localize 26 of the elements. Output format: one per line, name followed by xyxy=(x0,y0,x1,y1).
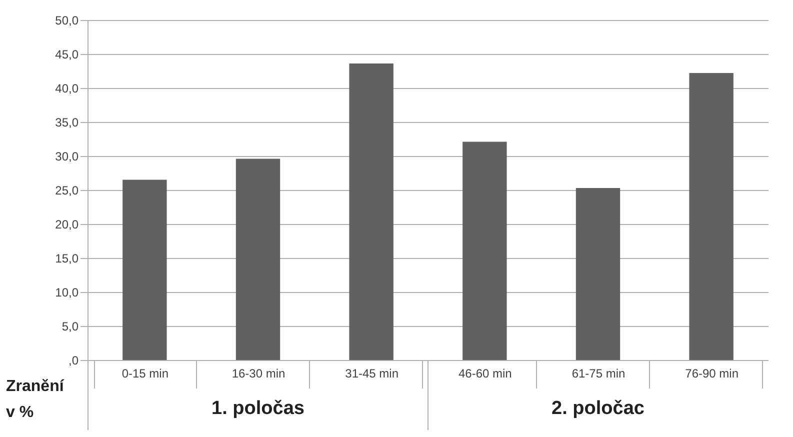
y-tick-label: 35,0 xyxy=(55,116,79,130)
bar xyxy=(462,142,507,360)
text: 2. poločac xyxy=(552,398,645,419)
bar xyxy=(236,158,280,360)
y-tick-label: 50,0 xyxy=(55,14,79,28)
bar xyxy=(689,73,734,360)
y-tick-label: 5,0 xyxy=(62,320,79,334)
y-tick-label: 15,0 xyxy=(55,252,79,266)
y-axis-title: Zranění v % xyxy=(6,378,64,421)
x-tick-label: 31-45 min xyxy=(345,366,399,380)
x-tick-label: 61-75 min xyxy=(572,366,626,380)
text: 1. poločas xyxy=(212,398,304,419)
bar xyxy=(122,180,167,360)
y-tick-label: 20,0 xyxy=(55,218,79,232)
x-tick-label: 0-15 min xyxy=(122,366,169,380)
y-tick-label: 40,0 xyxy=(55,82,79,96)
y-tick-label: 45,0 xyxy=(55,48,79,62)
x-tick-label: 16-30 min xyxy=(232,366,286,380)
y-tick-label: 10,0 xyxy=(55,286,79,300)
y-tick-label: 25,0 xyxy=(55,184,79,198)
bar xyxy=(576,188,620,360)
y-tick-label: ,0 xyxy=(68,354,79,368)
x-tick-label: 76-90 min xyxy=(685,366,739,380)
y-tick-label: 30,0 xyxy=(55,150,79,164)
bar xyxy=(349,64,394,360)
x-tick-label: 46-60 min xyxy=(458,366,512,380)
